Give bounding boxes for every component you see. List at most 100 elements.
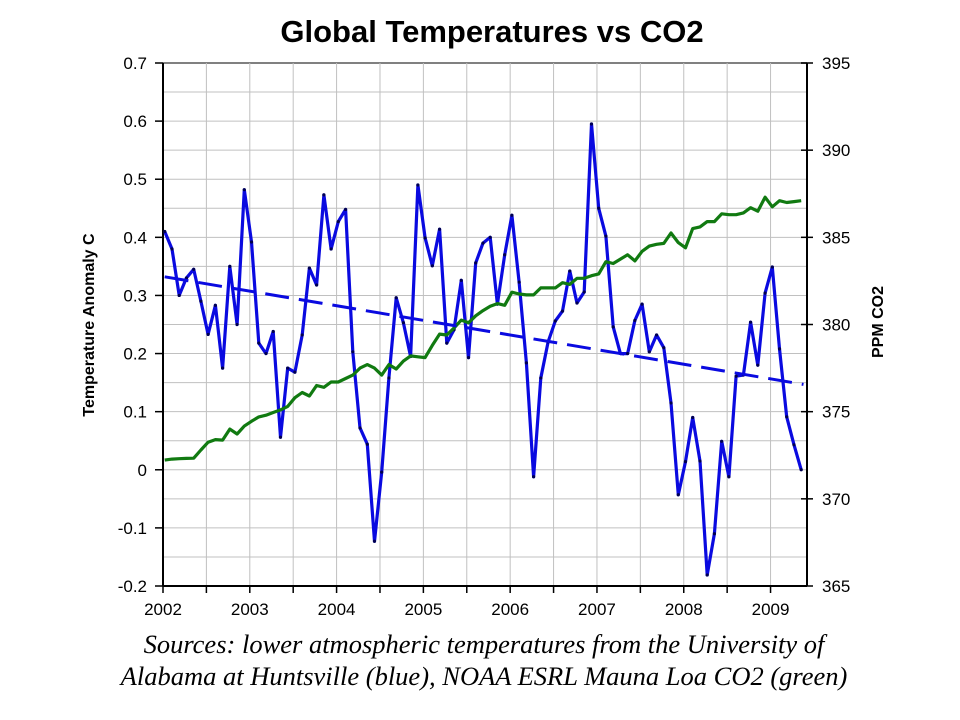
temperature-point (445, 341, 449, 345)
temperature-point (669, 401, 673, 405)
temperature-point (799, 468, 803, 472)
x-tick-label: 2009 (752, 600, 790, 619)
y-tick-label: 0.3 (123, 286, 147, 305)
temperature-point (242, 188, 246, 192)
temperature-point (597, 206, 601, 210)
y2-tick-label: 390 (822, 141, 850, 160)
y-tick-label: 0.7 (123, 54, 147, 73)
temperature-point (358, 426, 362, 430)
temperature-point (640, 302, 644, 306)
temperature-point (177, 293, 181, 298)
temperature-point (748, 320, 753, 324)
temperature-point (662, 346, 666, 350)
y-tick-label: -0.1 (118, 519, 147, 538)
temperature-point (568, 269, 572, 273)
temperature-point (170, 247, 174, 251)
x-tick-label: 2008 (665, 600, 703, 619)
temperature-point (517, 280, 521, 284)
temperature-point (430, 264, 434, 268)
y-tick-label: 0.5 (123, 170, 147, 189)
temperature-point (705, 573, 709, 577)
chart-title: Global Temperatures vs CO2 (280, 14, 704, 49)
temperature-point (633, 318, 637, 323)
temperature-point (264, 351, 268, 356)
temperature-point (387, 376, 391, 380)
y2-tick-label: 385 (822, 228, 850, 247)
x-tick-label: 2003 (231, 600, 269, 619)
temperature-point (683, 460, 688, 464)
co2-line (164, 195, 802, 462)
x-tick-label: 2007 (578, 600, 616, 619)
temperature-line (163, 122, 803, 577)
temperature-point (213, 303, 217, 307)
y2-tick-label: 395 (822, 54, 850, 73)
temperature-point (235, 322, 239, 327)
temperature-point (720, 439, 724, 443)
tick-labels: -0.2 -0.1 0 0.1 0.2 0.3 0.4 0.5 0.6 0.7 365 370 375 3… (118, 54, 851, 619)
temperature-point (423, 236, 427, 240)
temperature-point (351, 350, 355, 354)
temperature-point (582, 290, 586, 294)
temperature-point (712, 532, 717, 536)
x-tick-label: 2002 (144, 600, 182, 619)
temperature-point (611, 325, 615, 329)
temperature-point (459, 278, 463, 282)
temperature-point (777, 347, 782, 351)
y2-tick-label: 380 (822, 316, 850, 335)
temperature-point (336, 220, 340, 224)
temperature-point (474, 261, 478, 265)
temperature-point (220, 366, 225, 370)
y-tick-label: 0.1 (123, 403, 147, 422)
temperature-point (206, 332, 210, 336)
temperature-point (365, 442, 369, 446)
temperature-point (466, 356, 471, 360)
temperature-point (257, 341, 261, 345)
temperature-point (604, 234, 608, 238)
temperature-point (647, 350, 651, 354)
temperature-point (539, 376, 543, 380)
temperature-point (322, 193, 326, 197)
temperature-point (698, 459, 702, 463)
temperature-point (416, 183, 420, 187)
source-caption-line-1: Sources: lower atmospheric temperatures … (143, 629, 825, 659)
y2-tick-label: 370 (822, 490, 850, 509)
axes (155, 62, 813, 593)
temperature-point (575, 301, 579, 305)
y-tick-label: 0.2 (123, 345, 147, 364)
temperature-point (437, 227, 442, 231)
temperature-point (163, 229, 167, 234)
x-tick-label: 2006 (491, 600, 529, 619)
temperature-point (727, 475, 731, 479)
temperature-point (770, 265, 774, 269)
temperature-point (481, 241, 485, 245)
temperature-point (278, 435, 283, 439)
series-layer (163, 122, 804, 577)
temperature-point (756, 363, 760, 367)
temperature-point (307, 266, 311, 270)
temperature-point (343, 207, 348, 212)
trend-line (164, 275, 804, 386)
temperature-point (249, 240, 254, 244)
temperature-point (553, 319, 557, 323)
temperature-point (763, 291, 767, 295)
temperature-point (676, 493, 680, 497)
temperature-point (300, 333, 304, 337)
source-caption: Sources: lower atmospheric temperatures … (0, 628, 960, 692)
temperature-point (192, 267, 196, 271)
y-axis-title: Temperature Anomaly C (81, 233, 98, 417)
temperature-point (372, 539, 377, 543)
temperature-point (315, 283, 319, 287)
temperature-point (286, 366, 290, 370)
temperature-point (691, 415, 695, 420)
temperature-point (792, 443, 796, 447)
y2-axis-title: PPM CO2 (870, 286, 887, 358)
temperature-point (228, 264, 232, 268)
y-tick-label: -0.2 (118, 577, 147, 596)
temperature-point (532, 475, 536, 479)
temperature-point (271, 329, 275, 334)
temperature-point (488, 235, 492, 239)
temperature-point (199, 299, 203, 303)
temperature-point (626, 351, 630, 356)
y-tick-label: 0.4 (123, 228, 147, 247)
